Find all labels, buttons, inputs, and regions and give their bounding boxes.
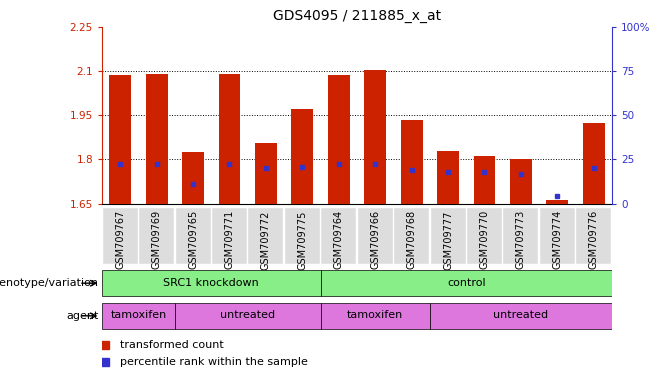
Text: genotype/variation: genotype/variation [0,278,99,288]
Title: GDS4095 / 211885_x_at: GDS4095 / 211885_x_at [273,9,441,23]
Bar [546,200,569,204]
Text: untreated: untreated [494,310,548,320]
Text: control: control [447,278,486,288]
Bar [145,74,168,204]
FancyBboxPatch shape [394,208,429,265]
Text: untreated: untreated [220,310,275,320]
Text: GSM709774: GSM709774 [552,210,563,270]
Text: agent: agent [66,311,99,321]
FancyBboxPatch shape [102,303,175,329]
FancyBboxPatch shape [503,208,538,265]
Bar [365,70,386,204]
Text: GSM709777: GSM709777 [443,210,453,270]
Bar [437,151,459,204]
Text: GSM709765: GSM709765 [188,210,198,270]
Bar [291,109,313,204]
FancyBboxPatch shape [467,208,502,265]
Bar [255,143,277,204]
Bar [583,122,605,204]
Text: GSM709770: GSM709770 [480,210,490,270]
FancyBboxPatch shape [212,208,247,265]
Text: GSM709772: GSM709772 [261,210,271,270]
Text: GSM709776: GSM709776 [589,210,599,270]
FancyBboxPatch shape [176,208,211,265]
Text: GSM709775: GSM709775 [297,210,307,270]
FancyBboxPatch shape [102,270,320,296]
FancyBboxPatch shape [321,208,356,265]
Bar [218,74,240,204]
Text: GSM709764: GSM709764 [334,210,343,269]
Bar [401,120,422,204]
FancyBboxPatch shape [175,303,320,329]
Text: GSM709768: GSM709768 [407,210,417,269]
Text: transformed count: transformed count [120,340,224,350]
Bar [182,152,204,204]
Text: GSM709769: GSM709769 [151,210,162,269]
Bar [510,159,532,204]
FancyBboxPatch shape [285,208,320,265]
Text: percentile rank within the sample: percentile rank within the sample [120,357,308,367]
FancyBboxPatch shape [139,208,174,265]
Bar [109,76,131,204]
FancyBboxPatch shape [320,303,430,329]
Bar [474,156,495,204]
Text: tamoxifen: tamoxifen [111,310,166,320]
FancyBboxPatch shape [540,208,575,265]
Text: GSM709771: GSM709771 [224,210,234,270]
FancyBboxPatch shape [320,270,612,296]
FancyBboxPatch shape [358,208,393,265]
FancyBboxPatch shape [103,208,138,265]
FancyBboxPatch shape [576,208,611,265]
Text: tamoxifen: tamoxifen [347,310,403,320]
FancyBboxPatch shape [430,208,465,265]
FancyBboxPatch shape [249,208,284,265]
Text: GSM709767: GSM709767 [115,210,125,270]
Bar [328,76,349,204]
Text: GSM709766: GSM709766 [370,210,380,269]
FancyBboxPatch shape [430,303,612,329]
Text: SRC1 knockdown: SRC1 knockdown [163,278,259,288]
Text: GSM709773: GSM709773 [516,210,526,270]
